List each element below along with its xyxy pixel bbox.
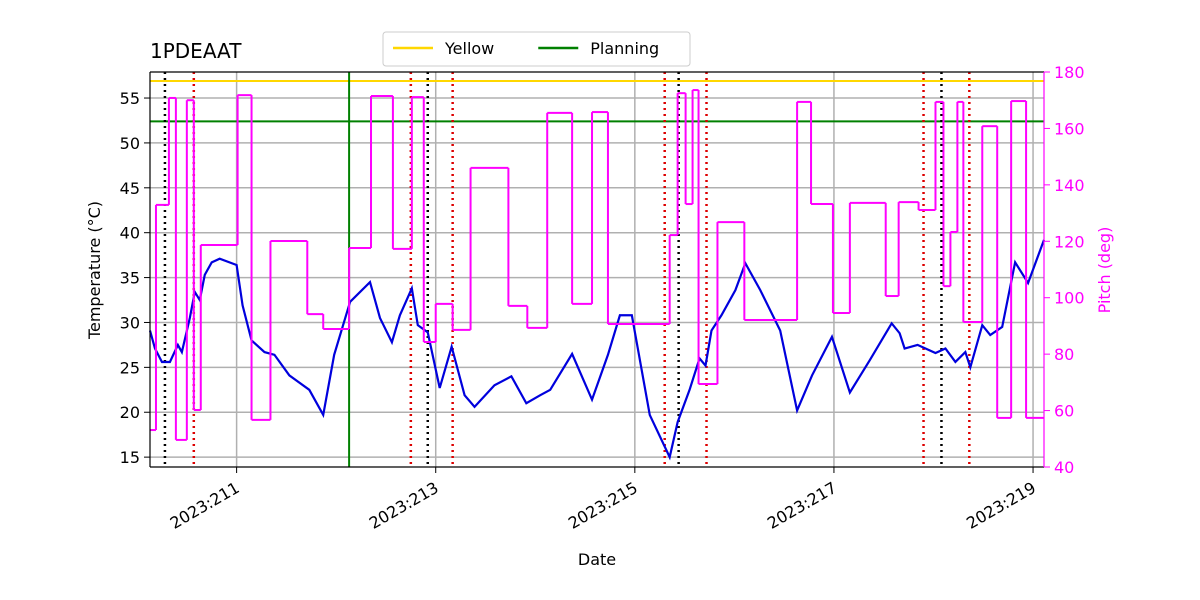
line xyxy=(148,239,1046,461)
y-tick-label: 40 xyxy=(120,224,140,243)
y2-axis-label: Pitch (deg) xyxy=(1095,227,1114,314)
x-tick-label: 2023:217 xyxy=(764,478,840,533)
y2-tick-label: 40 xyxy=(1054,458,1074,477)
y2-tick-label: 80 xyxy=(1054,345,1074,364)
y2-tick-label: 180 xyxy=(1054,63,1085,82)
legend-label: Yellow xyxy=(444,39,494,58)
y2-tick-label: 160 xyxy=(1054,119,1085,138)
y2-tick-label: 100 xyxy=(1054,289,1085,308)
y-tick-label: 50 xyxy=(120,134,140,153)
x-tick-label: 2023:219 xyxy=(963,478,1039,533)
y-tick-label: 35 xyxy=(120,269,140,288)
legend-box xyxy=(382,31,691,67)
y2-tick-label: 120 xyxy=(1054,232,1085,251)
y2-tick-label: 140 xyxy=(1054,176,1085,195)
y-tick-label: 20 xyxy=(120,403,140,422)
x-tick-label: 2023:215 xyxy=(565,478,641,533)
y-tick-label: 30 xyxy=(120,313,140,332)
x-axis-label: Date xyxy=(578,550,616,569)
y-axis-label: Temperature (°C) xyxy=(85,201,104,340)
y2-tick-label: 60 xyxy=(1054,402,1074,421)
chart-title: 1PDEAAT xyxy=(150,39,242,63)
y-tick-label: 55 xyxy=(120,89,140,108)
legend-label: Planning xyxy=(590,39,659,58)
y-tick-label: 25 xyxy=(120,358,140,377)
y-tick-label: 15 xyxy=(120,448,140,467)
x-tick-label: 2023:211 xyxy=(167,478,243,533)
x-tick-label: 2023:213 xyxy=(366,478,442,533)
y-tick-label: 45 xyxy=(120,179,140,198)
